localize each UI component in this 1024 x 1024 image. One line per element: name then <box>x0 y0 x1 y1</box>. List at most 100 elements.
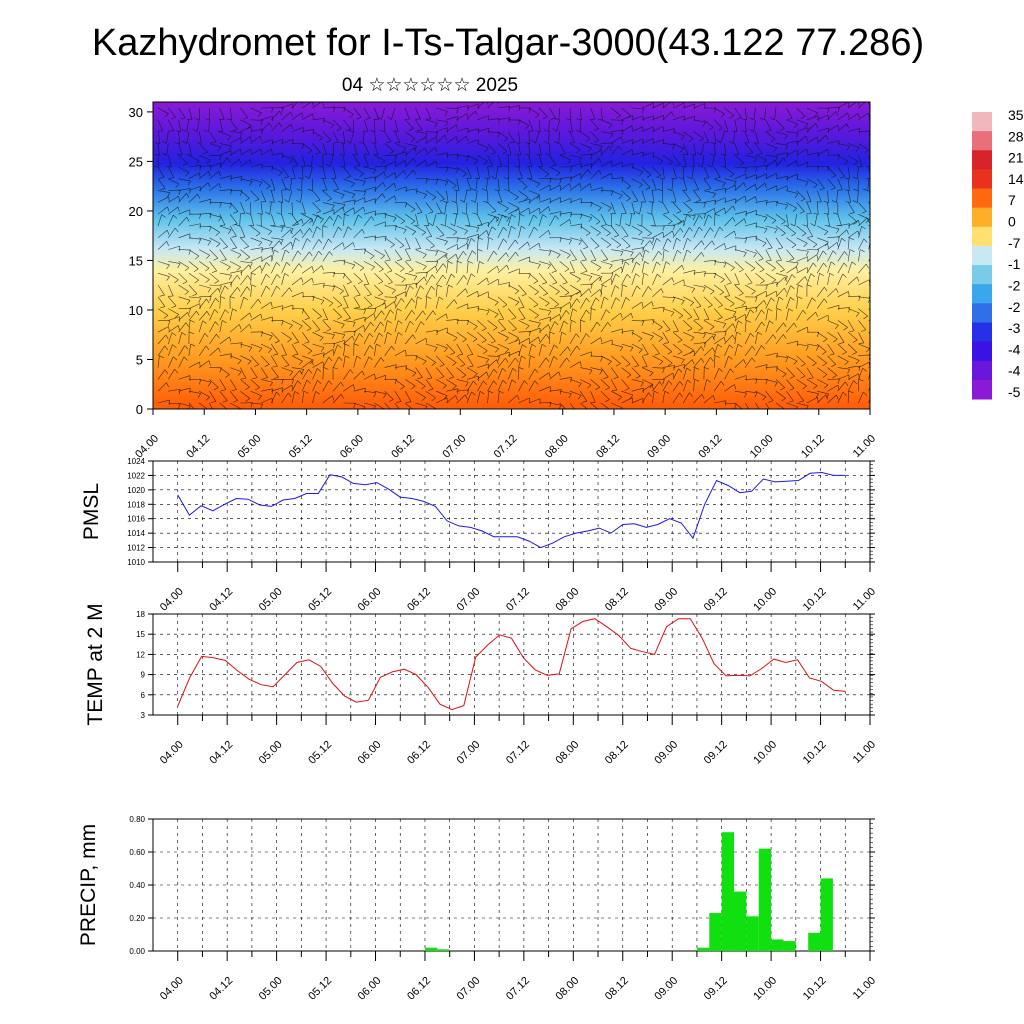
wind-barb-flag <box>435 261 439 267</box>
wind-barb <box>580 154 593 156</box>
wind-barb-flag <box>712 335 715 341</box>
wind-barb-flag <box>698 226 703 231</box>
wind-barb-flag <box>800 116 806 119</box>
wind-barb <box>363 261 375 268</box>
wind-barb-flag <box>679 392 683 398</box>
wind-barb <box>775 287 785 298</box>
page-title: Kazhydromet for I-Ts-Talgar-3000(43.122 … <box>92 22 924 64</box>
wind-barb <box>425 296 427 309</box>
wind-barb <box>858 368 863 380</box>
wind-barb <box>260 274 267 286</box>
wind-barb <box>837 123 847 132</box>
wind-barb <box>651 202 653 215</box>
wind-barb <box>332 119 342 129</box>
wind-barb <box>745 235 758 239</box>
wind-barb <box>168 308 179 315</box>
wind-barb <box>446 261 449 274</box>
wind-barb <box>168 227 176 238</box>
wind-barb <box>580 183 591 191</box>
wind-barb <box>621 329 634 333</box>
wind-barb <box>569 290 581 298</box>
wind-barb-flag <box>531 139 536 144</box>
wind-barb <box>322 272 335 274</box>
wind-barb-flag <box>421 385 426 390</box>
wind-barb-flag <box>167 192 171 198</box>
wind-barb-flag <box>686 214 692 218</box>
ytick-label: 12 <box>136 650 145 659</box>
wind-barb <box>786 107 793 119</box>
colorbar-swatch <box>972 284 992 304</box>
wind-barb <box>765 366 778 368</box>
wind-barb <box>713 368 720 380</box>
wind-barb-flag <box>671 111 674 117</box>
wind-barb-flag <box>485 359 490 364</box>
wind-barb <box>374 302 386 309</box>
wind-barb-flag <box>445 121 449 127</box>
wind-barb-flag <box>437 284 443 288</box>
wind-barb-flag <box>851 261 856 266</box>
wind-barb <box>590 402 599 409</box>
wind-barb <box>456 127 469 132</box>
wind-barb-flag <box>750 267 756 272</box>
wind-barb-flag <box>533 226 538 231</box>
wind-barb-flag <box>601 224 607 226</box>
wind-barb <box>219 202 232 205</box>
wind-barb-flag <box>391 345 395 351</box>
wind-barb-flag <box>879 349 880 354</box>
wind-barb <box>250 390 262 397</box>
wind-barb-flag <box>621 259 624 265</box>
wind-barb-flag <box>822 250 827 255</box>
wind-barb <box>580 169 589 179</box>
wind-barb-flag <box>211 401 217 403</box>
wind-barb <box>374 390 387 395</box>
wind-barb-flag <box>567 130 573 132</box>
wind-barb-flag <box>598 276 603 281</box>
wind-barb-flag <box>832 250 837 255</box>
wind-barb <box>219 157 228 168</box>
wind-barb-flag <box>216 243 221 248</box>
wind-barb <box>302 295 315 298</box>
wind-barb-flag <box>154 154 160 156</box>
wind-barb <box>724 261 735 269</box>
wind-barb-flag <box>683 279 685 285</box>
wind-barb <box>714 261 727 264</box>
ytick-label: 0.20 <box>129 914 145 923</box>
wind-barb <box>157 399 170 404</box>
wind-barb <box>291 166 296 179</box>
wind-barb-flag <box>585 232 591 237</box>
wind-barb-flag <box>848 390 854 394</box>
wind-barb-flag <box>583 246 589 250</box>
wind-barb <box>394 249 403 260</box>
wind-barb <box>693 202 706 204</box>
wind-barb-flag <box>189 319 195 323</box>
ytick-label: 0.60 <box>129 848 145 857</box>
wind-barb <box>508 284 519 291</box>
wind-barb <box>157 119 163 131</box>
wind-barb-flag <box>184 291 189 295</box>
wind-barb <box>209 284 222 287</box>
wind-barb <box>466 225 479 228</box>
wind-barb <box>271 343 279 355</box>
wind-barb <box>786 285 791 297</box>
wind-barb <box>281 367 294 372</box>
xtick-label: 07.00 <box>455 739 483 767</box>
wind-barb <box>436 178 448 182</box>
wind-barb-flag <box>562 282 568 285</box>
wind-barb <box>260 379 273 383</box>
wind-barb <box>425 237 435 247</box>
wind-barb-flag <box>681 265 685 270</box>
wind-barb <box>178 107 186 119</box>
wind-barb-flag <box>865 263 870 269</box>
wind-barb <box>868 257 870 262</box>
wind-barb-flag <box>821 351 827 355</box>
wind-barb <box>580 288 590 298</box>
wind-barb-flag <box>565 310 570 315</box>
wind-barb <box>219 281 232 286</box>
wind-barb <box>229 391 238 401</box>
wind-barb <box>631 398 643 404</box>
wind-barb-flag <box>853 380 858 385</box>
wind-barb <box>446 116 458 121</box>
wind-barb-flag <box>581 259 587 262</box>
wind-barb <box>188 154 200 162</box>
ytick-label: 0.80 <box>129 815 145 824</box>
